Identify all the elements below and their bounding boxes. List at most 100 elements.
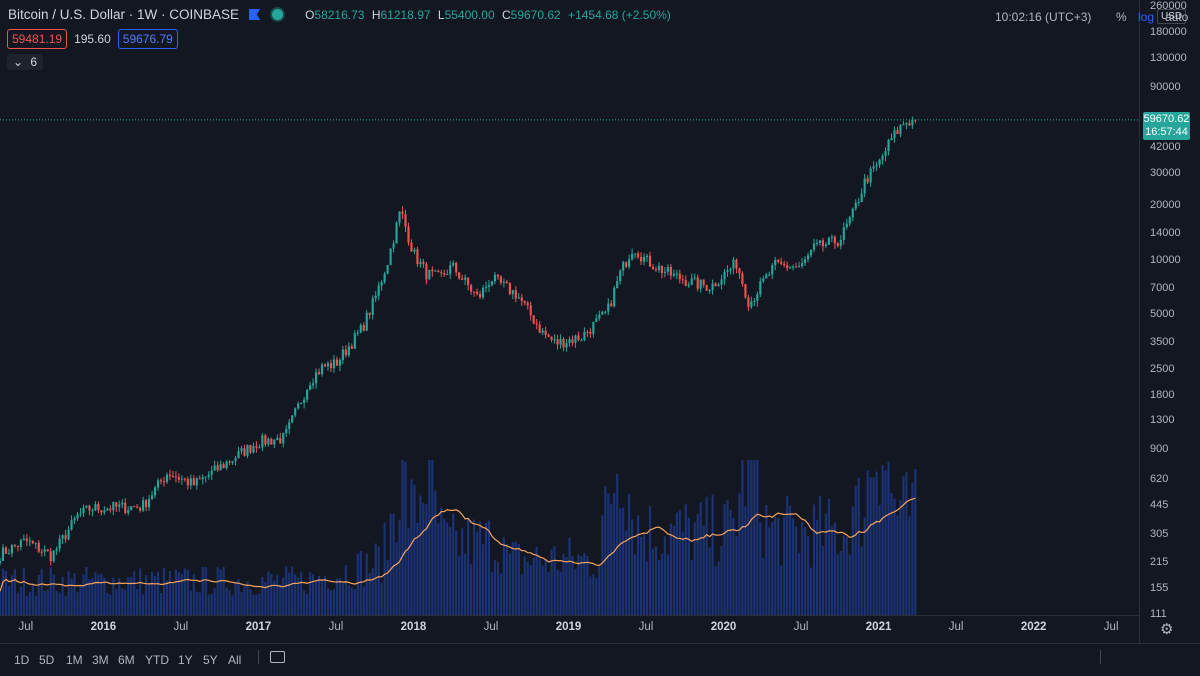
volume-bar — [881, 464, 884, 615]
percent-toggle[interactable]: % — [1116, 10, 1127, 24]
volume-bar — [288, 572, 291, 615]
auto-toggle[interactable]: auto — [1165, 10, 1189, 24]
price-tick-label: 10000 — [1150, 253, 1181, 266]
candle-body — [875, 164, 878, 167]
currency-label[interactable]: USD — [1157, 9, 1187, 24]
candle-body — [267, 438, 270, 445]
volume-bar — [207, 594, 210, 615]
candle-body — [112, 502, 115, 511]
volume-bar — [240, 591, 243, 615]
candle-body — [150, 495, 154, 500]
symbol-title[interactable]: Bitcoin / U.S. Dollar · 1W · COINBASE — [8, 7, 240, 22]
volume-bar — [192, 574, 195, 615]
candle-body — [407, 226, 410, 243]
volume-bar — [786, 495, 789, 615]
volume-bar — [309, 572, 312, 615]
volume-bar — [714, 566, 717, 615]
candle-body — [765, 274, 768, 279]
volume-bar — [866, 470, 869, 615]
volume-bar — [294, 574, 297, 615]
candle-body — [574, 335, 577, 343]
volume-bar — [678, 510, 681, 615]
indicators-toggle[interactable]: ⌄ 6 — [7, 54, 44, 70]
candle-body — [786, 265, 789, 269]
candle-body — [371, 298, 374, 315]
candle-body — [374, 295, 377, 299]
gear-icon[interactable]: ⚙ — [1160, 621, 1174, 638]
volume-bar — [473, 519, 476, 615]
sell-price-button[interactable]: 59481.19 — [7, 29, 68, 49]
candle-body — [341, 349, 344, 360]
buy-price-button[interactable]: 59676.79 — [117, 29, 178, 49]
candle-body — [189, 478, 192, 486]
candle-body — [547, 334, 550, 337]
timeframe-button-3m[interactable]: 3M — [92, 653, 109, 667]
volume-bar — [153, 576, 157, 615]
volume-bar — [40, 568, 43, 615]
volume-bar — [455, 530, 458, 615]
candle-body — [717, 284, 720, 287]
candle-body — [1, 547, 5, 561]
price-tick-label: 900 — [1150, 443, 1169, 456]
candle-body — [270, 438, 273, 445]
candle-body — [905, 123, 908, 125]
volume-bar — [306, 593, 309, 615]
candle-body — [142, 500, 145, 511]
candle-body — [207, 474, 210, 477]
time-tick-label: Jul — [328, 621, 344, 633]
candle-body — [493, 274, 497, 282]
candle-body — [91, 510, 94, 512]
candle-body — [517, 297, 520, 299]
volume-bar — [651, 548, 655, 615]
candle-body — [255, 446, 258, 448]
candle-body — [58, 538, 61, 549]
candle-body — [729, 268, 732, 271]
candle-body — [252, 446, 255, 453]
candle-body — [171, 476, 175, 478]
volume-bar — [723, 504, 726, 615]
volume-bar — [762, 557, 765, 615]
indicators-count: 6 — [30, 55, 38, 69]
candle-body — [425, 263, 428, 280]
volume-bar — [648, 506, 652, 615]
clock[interactable]: 10:02:16 (UTC+3) — [995, 10, 1092, 24]
candle-body — [699, 279, 702, 289]
timeframe-button-1y[interactable]: 1Y — [178, 653, 193, 667]
volume-bar — [46, 589, 49, 615]
candle-body — [502, 281, 505, 283]
volume-bar — [887, 461, 890, 615]
volume-bar — [70, 578, 73, 615]
candle-body — [750, 301, 753, 307]
timeframe-button-ytd[interactable]: YTD — [145, 653, 169, 667]
candle-body — [726, 270, 729, 272]
timeframe-button-all[interactable]: All — [228, 653, 242, 667]
volume-bar — [598, 566, 601, 615]
price-axis[interactable]: 260000 180000 130000 90000 42000 30000 20000 14… — [1140, 0, 1200, 620]
calendar-icon[interactable] — [270, 651, 285, 663]
timeframe-button-5d[interactable]: 5D — [39, 653, 55, 667]
candle-body — [434, 270, 437, 272]
volume-bar — [699, 502, 702, 615]
volume-bar — [809, 567, 813, 615]
volume-bar — [264, 581, 267, 615]
price-tick-label: 20000 — [1150, 198, 1181, 211]
time-tick-label: 2017 — [245, 621, 272, 633]
volume-bar — [613, 493, 616, 615]
candle-body — [473, 291, 476, 293]
candle-body — [130, 506, 133, 510]
volume-bar — [13, 569, 16, 615]
candle-body — [732, 259, 735, 269]
log-toggle[interactable]: log — [1138, 10, 1155, 24]
spread-value: 195.60 — [74, 32, 111, 46]
volume-bar — [285, 566, 288, 615]
flag-icon[interactable] — [249, 9, 261, 20]
candle-body — [902, 124, 905, 126]
timeframe-button-5y[interactable]: 5Y — [203, 653, 218, 667]
volume-bar — [67, 571, 70, 615]
timeframe-button-1m[interactable]: 1M — [66, 653, 83, 667]
timeframe-button-1d[interactable]: 1D — [14, 653, 30, 667]
candle-body — [306, 389, 309, 400]
timeframe-button-6m[interactable]: 6M — [118, 653, 135, 667]
volume-bar — [311, 574, 315, 615]
